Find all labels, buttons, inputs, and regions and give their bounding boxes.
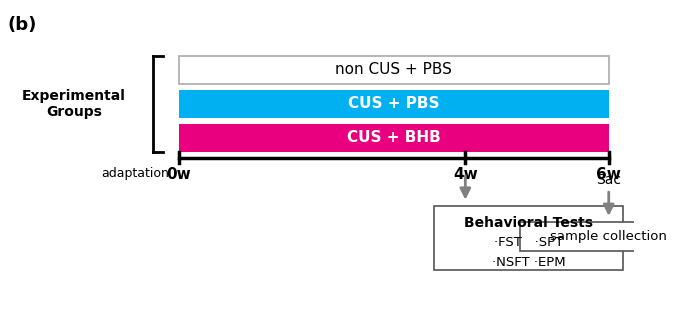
- Text: (b): (b): [7, 16, 37, 34]
- Text: adaptation: adaptation: [101, 167, 169, 180]
- Text: non CUS + PBS: non CUS + PBS: [335, 62, 452, 77]
- Text: ·NSFT ·EPM: ·NSFT ·EPM: [492, 256, 565, 268]
- FancyBboxPatch shape: [433, 205, 623, 270]
- Text: ·FST   ·SPT: ·FST ·SPT: [494, 236, 563, 250]
- Text: CUS + PBS: CUS + PBS: [348, 96, 439, 111]
- Text: CUS + BHB: CUS + BHB: [347, 130, 441, 145]
- Text: 4w: 4w: [453, 167, 478, 182]
- Text: Behavioral Tests: Behavioral Tests: [464, 216, 593, 230]
- Text: sample collection: sample collection: [551, 230, 667, 243]
- Text: 6w: 6w: [596, 167, 621, 182]
- FancyBboxPatch shape: [178, 56, 609, 84]
- FancyBboxPatch shape: [178, 90, 609, 118]
- Text: Experimental
Groups: Experimental Groups: [22, 89, 126, 119]
- FancyBboxPatch shape: [520, 222, 673, 251]
- Text: Sac: Sac: [596, 173, 621, 187]
- FancyBboxPatch shape: [178, 124, 609, 152]
- Text: 0w: 0w: [166, 167, 191, 182]
